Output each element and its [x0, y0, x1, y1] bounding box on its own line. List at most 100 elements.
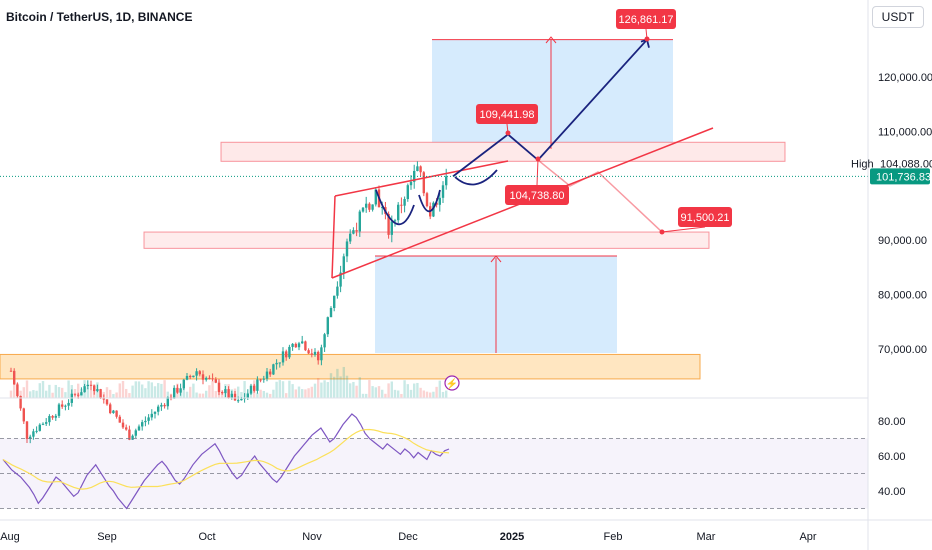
candle-body: [285, 351, 288, 358]
volume-bar: [432, 391, 435, 398]
volume-bar: [313, 383, 317, 398]
volume-bar: [64, 392, 67, 398]
volume-bar: [22, 387, 25, 398]
candle-body: [93, 385, 96, 392]
volume-bar: [397, 390, 400, 398]
candle-body: [195, 371, 198, 376]
candle-body: [22, 408, 25, 422]
volume-bar: [310, 386, 313, 398]
candle-body: [269, 371, 272, 375]
volume-bar: [131, 385, 134, 398]
candle-body: [320, 347, 323, 361]
candle-body: [390, 221, 393, 235]
volume-bar: [329, 373, 333, 398]
volume-bar: [326, 382, 329, 398]
volume-bar: [384, 393, 387, 398]
candle-body: [371, 204, 374, 210]
volume-bar: [166, 391, 169, 398]
candle-body: [61, 404, 64, 407]
candle-body: [381, 207, 384, 209]
candle-body: [35, 430, 38, 432]
volume-bar: [192, 383, 195, 398]
candle-body: [128, 429, 131, 440]
candle-body: [425, 193, 429, 207]
measured-move-arrowhead: [490, 255, 502, 263]
candle-body: [227, 389, 230, 399]
candle-body: [73, 393, 77, 395]
candle-body: [89, 384, 93, 386]
candle-body: [144, 420, 147, 423]
candle-body: [291, 343, 294, 347]
symbol-title[interactable]: Bitcoin / TetherUS, 1D, BINANCE: [6, 10, 193, 24]
volume-bar: [438, 380, 441, 398]
volume-bar: [390, 381, 393, 398]
target-callout-label: 126,861.17: [618, 14, 673, 26]
volume-bar: [77, 383, 80, 398]
volume-bar: [393, 389, 397, 398]
volume-bar: [45, 390, 48, 398]
candle-body: [397, 204, 400, 221]
candle-body: [54, 415, 57, 418]
volume-bar: [73, 388, 77, 398]
candle-body: [393, 220, 397, 222]
candle-body: [51, 416, 54, 418]
candle-body: [16, 384, 19, 396]
volume-bar: [358, 377, 361, 398]
candle-body: [99, 389, 102, 399]
candle-body: [281, 351, 285, 363]
volume-bar: [189, 386, 192, 398]
volume-bar: [365, 393, 368, 398]
candle-body: [253, 385, 256, 391]
volume-bar: [374, 387, 377, 398]
volume-bar: [425, 391, 429, 398]
volume-bar: [429, 392, 432, 398]
target-callout-dot: [644, 36, 650, 42]
last-price-value: 101,736.83: [876, 171, 931, 183]
bullish-projection-line: [452, 39, 648, 178]
candle-body: [438, 197, 441, 205]
volume-bar: [182, 388, 185, 398]
downside-callout-pointer: [661, 226, 706, 233]
volume-bar: [61, 387, 64, 398]
candle-body: [310, 353, 313, 355]
rsi-tick-label: 80.00: [878, 416, 906, 428]
volume-bar: [422, 390, 425, 398]
last-price-tag: [870, 168, 930, 185]
candle-body: [29, 436, 32, 439]
candle-body: [179, 388, 182, 393]
candle-body: [147, 417, 150, 421]
candle-body: [409, 181, 413, 186]
candle-body: [109, 404, 112, 414]
time-tick-label: Aug: [0, 531, 20, 543]
candle-body: [329, 307, 333, 318]
candle-body: [160, 404, 163, 407]
currency-selector[interactable]: USDT: [872, 6, 924, 28]
candle-body: [137, 426, 141, 431]
volume-bar: [317, 378, 320, 398]
high-label: High: [851, 159, 874, 171]
volume-bar: [387, 383, 390, 398]
volume-bar: [109, 389, 112, 398]
volume-bar: [125, 388, 128, 398]
volume-bar: [150, 382, 153, 398]
candle-body: [57, 404, 61, 416]
candle-body: [185, 375, 189, 380]
candle-body: [208, 377, 211, 379]
volume-bar: [157, 383, 160, 398]
candle-body: [317, 351, 320, 361]
resistance-zone: [220, 141, 786, 162]
candle-body: [275, 362, 278, 365]
candle-body: [32, 431, 35, 437]
high-value: 104,088.00: [880, 159, 932, 171]
candle-body: [387, 213, 390, 235]
volume-bar: [333, 376, 336, 398]
candle-body: [400, 204, 403, 206]
candle-body: [349, 233, 352, 242]
candle-body: [77, 394, 80, 396]
retest-callout-box: [505, 185, 569, 205]
volume-bar: [134, 381, 137, 398]
volume-bar: [86, 387, 89, 398]
volume-bar: [144, 388, 147, 398]
candle-body: [67, 402, 70, 406]
